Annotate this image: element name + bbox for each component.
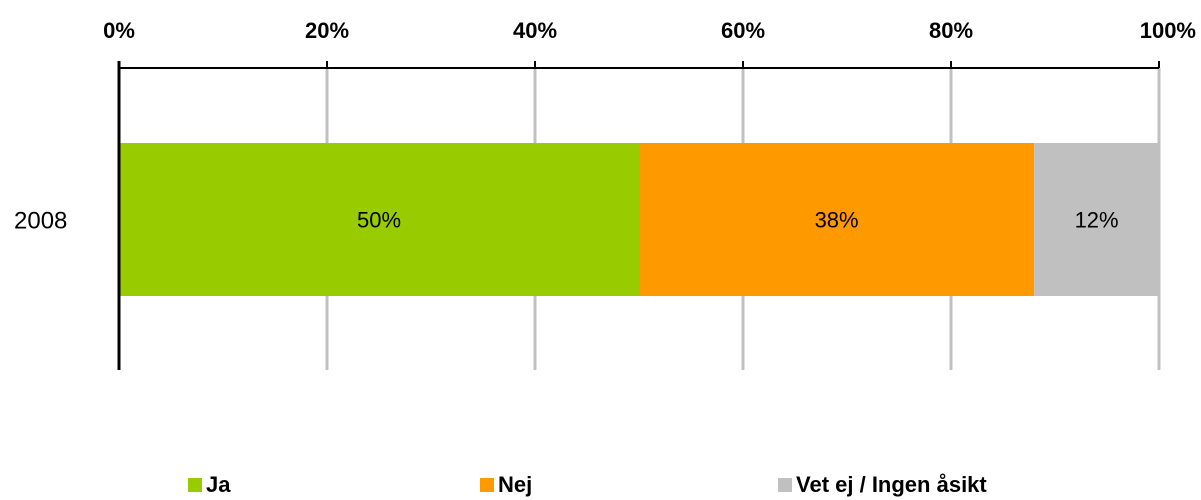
legend: Ja Nej Vet ej / Ingen åsikt bbox=[188, 472, 987, 497]
bar-segment-2 bbox=[639, 143, 1035, 296]
legend-label: Ja bbox=[206, 472, 231, 497]
legend-swatch bbox=[778, 478, 792, 492]
x-tick-label: 20% bbox=[305, 18, 349, 43]
x-tick-label: 60% bbox=[721, 18, 765, 43]
data-label: 12% bbox=[1075, 208, 1119, 233]
bars bbox=[119, 143, 1159, 296]
labels: 50% 38% 12% 2008 bbox=[14, 208, 1119, 235]
x-tick-label: 40% bbox=[513, 18, 557, 43]
legend-swatch bbox=[480, 478, 494, 492]
bar-segment-1 bbox=[119, 143, 639, 296]
legend-swatch bbox=[188, 478, 202, 492]
legend-label: Vet ej / Ingen åsikt bbox=[796, 472, 987, 497]
data-label: 50% bbox=[357, 208, 401, 233]
bar-segment-3 bbox=[1034, 143, 1159, 296]
category-label: 2008 bbox=[14, 208, 67, 235]
x-axis: 0% 20% 40% 60% 80% 100% bbox=[103, 18, 1196, 370]
x-tick-label: 80% bbox=[929, 18, 973, 43]
legend-label: Nej bbox=[498, 472, 532, 497]
x-tick-label: 100% bbox=[1140, 18, 1196, 43]
x-tick-label: 0% bbox=[103, 18, 135, 43]
data-label: 38% bbox=[815, 208, 859, 233]
